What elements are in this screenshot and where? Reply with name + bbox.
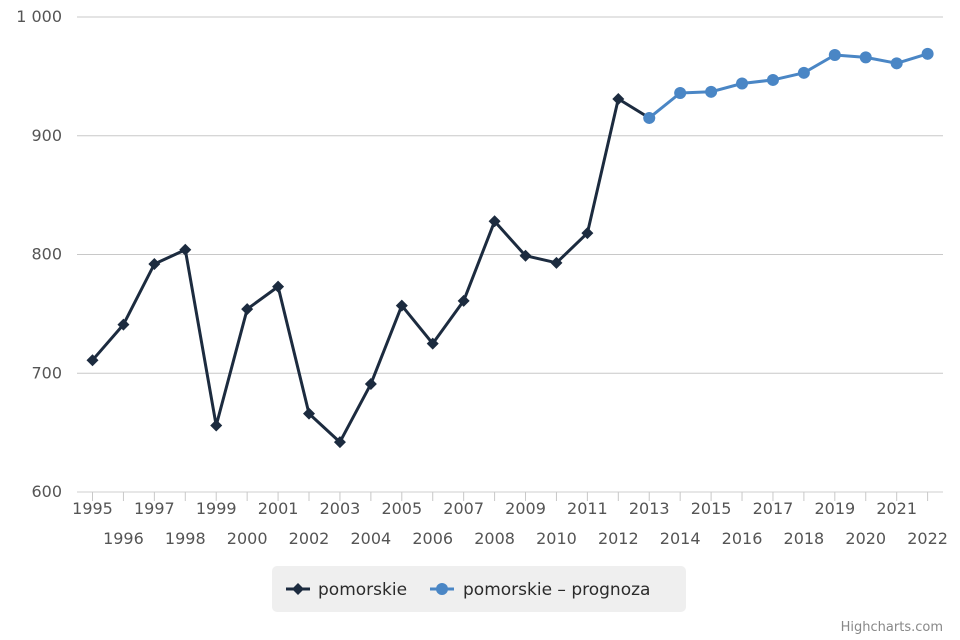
x-tick-label: 2016 (722, 529, 763, 548)
credit-link[interactable]: Highcharts.com (841, 620, 943, 635)
point-pomorskie-2001[interactable] (272, 280, 285, 293)
point-pomorskie-2004[interactable] (364, 377, 377, 390)
point-prognoza-2019[interactable] (828, 49, 841, 61)
y-tick-label: 700 (31, 363, 62, 382)
x-tick-label: 2009 (505, 499, 546, 518)
x-tick-label: 1997 (134, 499, 175, 518)
point-prognoza-2016[interactable] (736, 77, 749, 90)
x-tick-label: 2011 (567, 499, 608, 518)
x-tick-label: 2004 (351, 529, 392, 548)
x-tick-label: 2010 (536, 529, 577, 548)
x-tick-label: 2013 (629, 499, 670, 518)
x-tick-label: 2008 (474, 529, 515, 548)
point-pomorskie-1996[interactable] (117, 318, 130, 331)
point-prognoza-2020[interactable] (859, 51, 872, 64)
point-prognoza-2014[interactable] (674, 87, 687, 99)
y-axis: 600 700 800 900 1 000 (16, 7, 62, 501)
x-tick-label: 2000 (227, 529, 268, 548)
y-tick-label: 900 (31, 126, 62, 145)
legend-item-pomorskie[interactable]: pomorskie (286, 580, 407, 600)
point-pomorskie-2008[interactable] (488, 215, 501, 228)
x-tick-label: 2020 (845, 529, 886, 548)
point-pomorskie-1998[interactable] (179, 243, 192, 256)
x-tick-label: 2005 (381, 499, 422, 518)
point-pomorskie-1995[interactable] (86, 354, 99, 367)
x-tick-label: 2017 (753, 499, 794, 518)
point-pomorskie-2009[interactable] (519, 249, 532, 262)
x-tick-label: 2018 (784, 529, 825, 548)
point-pomorskie-2007[interactable] (457, 294, 470, 307)
x-tick-label: 1995 (72, 499, 113, 518)
x-axis: 1995 1996 1997 1998 1999 2000 2001 2002 2003 2004… (72, 492, 948, 548)
point-pomorskie-2010[interactable] (550, 256, 563, 269)
x-tick-label: 2001 (258, 499, 299, 518)
point-prognoza-2017[interactable] (766, 73, 779, 86)
grid-lines (77, 16, 943, 493)
x-tick-label: 2002 (289, 529, 330, 548)
point-prognoza-2015[interactable] (705, 85, 718, 98)
legend-box (272, 566, 686, 612)
x-tick-label: 2007 (443, 499, 484, 518)
x-tick-label: 2006 (412, 529, 453, 548)
x-tick-label: 2014 (660, 529, 701, 548)
point-prognoza-2021[interactable] (890, 57, 903, 70)
legend-label-pomorskie: pomorskie (318, 580, 407, 600)
point-pomorskie-2002[interactable] (303, 407, 316, 420)
point-pomorskie-1997[interactable] (148, 258, 161, 270)
point-prognoza-2018[interactable] (797, 66, 810, 79)
x-tick-label: 2012 (598, 529, 639, 548)
x-tick-label: 1998 (165, 529, 206, 548)
legend-circle-icon (436, 583, 448, 595)
point-pomorskie-2006[interactable] (426, 337, 439, 350)
legend-item-pomorskie-prognoza[interactable]: pomorskie – prognoza (430, 580, 650, 600)
series-line-1 (648, 52, 929, 120)
x-tick-label: 1996 (103, 529, 144, 548)
point-pomorskie-2011[interactable] (581, 227, 594, 240)
point-pomorskie-1999[interactable] (210, 419, 223, 432)
point-prognoza-2022[interactable] (921, 47, 934, 60)
point-pomorskie-2003[interactable] (333, 436, 346, 449)
y-tick-label: 600 (31, 482, 62, 501)
y-tick-label: 800 (31, 245, 62, 264)
x-tick-label: 2003 (320, 499, 361, 518)
x-tick-label: 2022 (907, 529, 948, 548)
x-tick-label: 1999 (196, 499, 237, 518)
legend: pomorskie pomorskie – prognoza (272, 566, 686, 612)
y-tick-label: 1 000 (16, 7, 62, 26)
legend-diamond-icon (292, 583, 304, 595)
point-pomorskie-2005[interactable] (395, 299, 408, 312)
legend-label-pomorskie-prognoza: pomorskie – prognoza (463, 580, 650, 600)
point-pomorskie-2012[interactable] (612, 92, 625, 105)
point-prognoza-2013[interactable] (643, 111, 656, 124)
x-tick-label: 2019 (814, 499, 855, 518)
point-pomorskie-2000[interactable] (241, 303, 254, 316)
series-line-0 (91, 97, 650, 444)
series-group (86, 47, 934, 449)
x-tick-label: 2021 (876, 499, 917, 518)
x-tick-label: 2015 (691, 499, 732, 518)
